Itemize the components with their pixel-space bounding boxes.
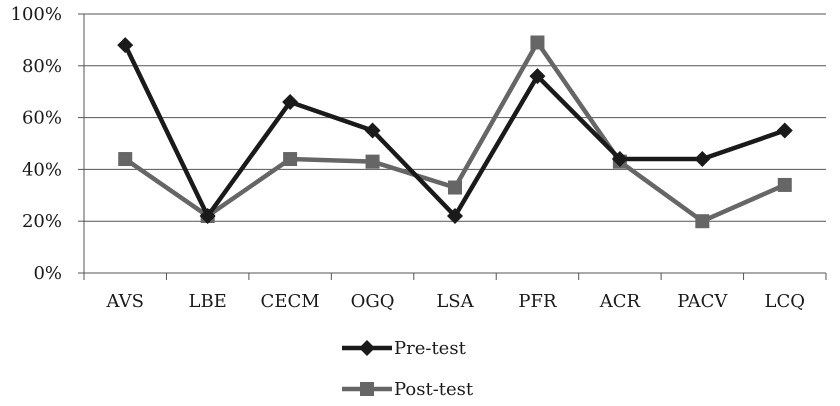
series-pre-test [117,37,793,225]
legend-swatch-marker [359,340,375,356]
y-tick-label: 0% [33,263,62,284]
x-tick-label: LBE [189,291,227,312]
legend-swatch-marker [360,382,374,396]
data-point-post-test [448,180,462,195]
y-tick-label: 60% [22,108,62,129]
axes [78,13,827,280]
legend-item-pre-test: Pre-test [342,338,467,359]
data-point-post-test [365,154,380,169]
legend: Pre-test Post-test [342,338,474,400]
series-lines [117,35,793,229]
x-tick-label: CECM [261,291,320,312]
y-tick-label: 40% [22,159,62,180]
data-point-post-test [695,214,710,229]
data-point-pre-test [199,208,216,225]
data-point-pre-test [282,94,299,111]
legend-label: Post-test [394,379,474,400]
data-point-pre-test [776,122,793,139]
x-tick-label: LSA [436,291,474,312]
data-point-pre-test [694,151,711,168]
x-tick-label: AVS [106,291,144,312]
y-axis-ticks: 0% 20% 40% 60% 80% 100% [11,4,62,284]
x-tick-label: PACV [677,291,728,312]
y-tick-label: 100% [11,4,62,25]
data-point-pre-test [447,208,463,225]
data-point-post-test [283,152,298,167]
data-point-pre-test [611,151,628,168]
legend-label: Pre-test [394,338,467,359]
x-tick-label: PFR [518,291,557,312]
data-point-pre-test [364,122,381,139]
data-point-pre-test [529,68,546,85]
x-axis-ticks: AVS LBE CECM OGQ LSA PFR ACR PACV LCQ [106,291,806,312]
y-tick-label: 80% [22,56,62,77]
data-point-post-test [118,152,133,167]
data-point-post-test [777,177,792,192]
data-point-post-test [530,35,545,50]
y-tick-label: 20% [22,211,62,232]
x-tick-label: ACR [599,291,641,312]
data-point-pre-test [117,37,134,54]
x-tick-label: LCQ [765,291,805,312]
legend-item-post-test: Post-test [342,379,474,400]
series-post-test [118,35,792,229]
x-tick-label: OGQ [351,291,395,312]
